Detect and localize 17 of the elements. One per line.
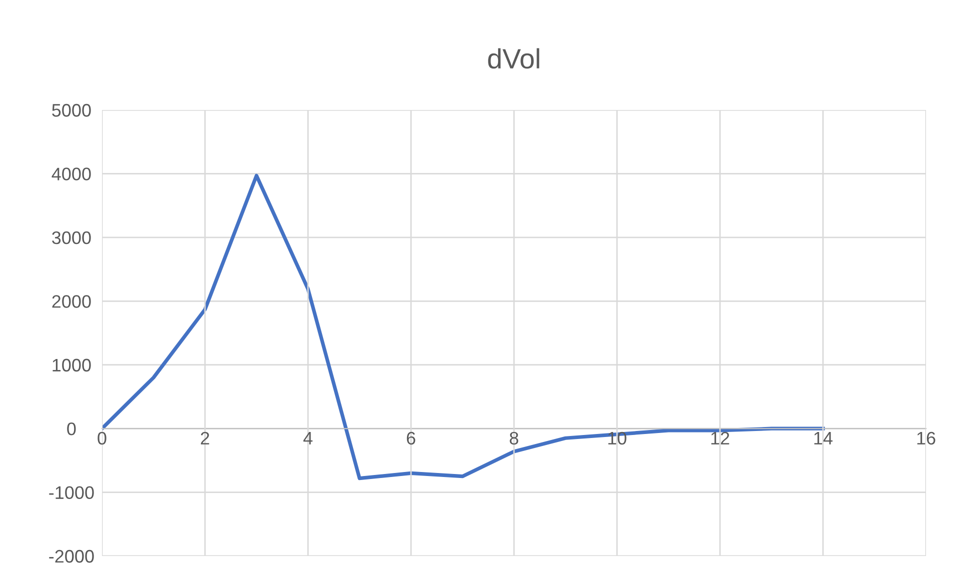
x-tick-label: 14 [814, 432, 833, 444]
x-tick-label: 12 [711, 432, 730, 444]
y-tick-label: 3000 [52, 231, 91, 244]
x-tick-label: 8 [510, 432, 518, 445]
y-tick-label: 2000 [52, 295, 91, 308]
x-tick-label: 6 [406, 432, 416, 445]
y-tick-label: 0 [67, 422, 76, 436]
y-tick-label: 1000 [52, 358, 91, 372]
x-tick-label: 16 [917, 432, 936, 445]
x-tick-label: 2 [200, 432, 210, 444]
y-tick-label: -2000 [49, 550, 94, 563]
y-tick-label: -1000 [49, 486, 94, 500]
chart-title: dVol [488, 48, 540, 69]
y-tick-label: 5000 [52, 104, 91, 117]
x-tick-label: 4 [303, 432, 312, 444]
y-tick-label: 4000 [52, 168, 91, 180]
x-tick-label: 0 [98, 432, 106, 445]
